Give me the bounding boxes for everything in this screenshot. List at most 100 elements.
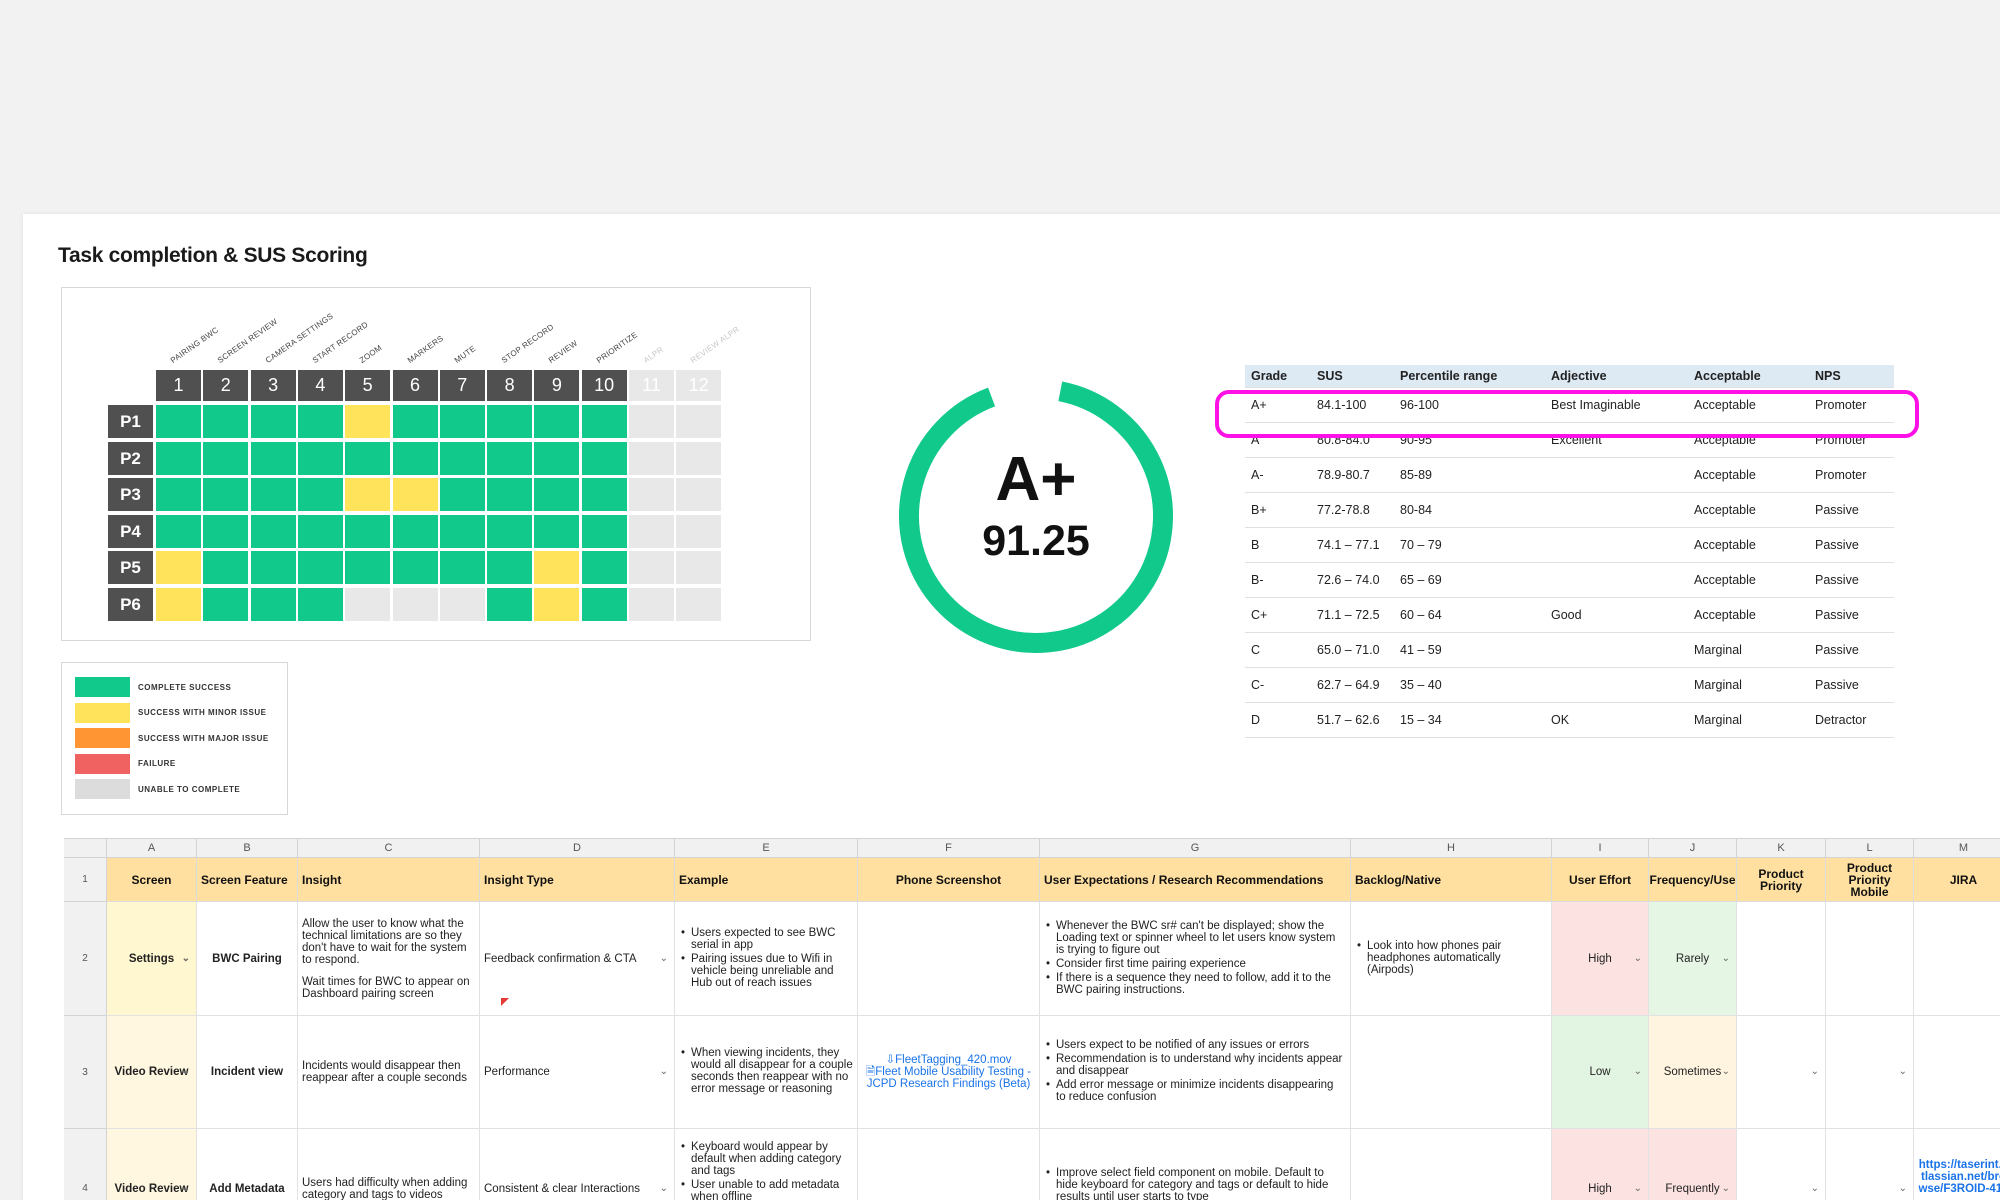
screen-cell[interactable]: Video Review ⌄ (107, 1016, 197, 1129)
participant-label: P2 (108, 441, 153, 475)
insight-cell[interactable]: Users had difficulty when adding categor… (298, 1129, 480, 1200)
chevron-down-icon[interactable]: ⌄ (181, 1066, 190, 1077)
header-cell[interactable]: Product Priority Mobile (1826, 858, 1914, 902)
user-effort-cell[interactable]: Low ⌄ (1552, 1016, 1649, 1129)
attachment-link[interactable]: ⇩FleetTagging_420.mov (885, 1054, 1012, 1066)
header-cell[interactable]: Frequency/Use (1649, 858, 1737, 902)
column-header-j[interactable]: J (1649, 838, 1737, 858)
row-number[interactable]: 3 (64, 1016, 107, 1129)
chevron-down-icon[interactable]: ⌄ (1633, 952, 1642, 964)
chevron-down-icon[interactable]: ⌄ (1898, 1182, 1907, 1194)
column-header-i[interactable]: I (1552, 838, 1649, 858)
frequency-cell[interactable]: Sometimes ⌄ (1649, 1016, 1737, 1129)
backlog-cell[interactable] (1351, 1016, 1552, 1129)
insight-cell[interactable]: Incidents would disappear then reappear … (298, 1016, 480, 1129)
phone-screenshot-cell[interactable]: ⇩FleetTagging_420.mov 🗎Fleet Mobile Usabi… (858, 1016, 1040, 1129)
chevron-down-icon[interactable]: ⌄ (659, 952, 668, 964)
jira-cell[interactable] (1914, 1016, 2000, 1129)
column-header-f[interactable]: F (858, 838, 1040, 858)
insight-type-cell[interactable]: Performance ⌄ (480, 1016, 675, 1129)
header-cell[interactable]: Insight Type (480, 858, 675, 902)
screen-feature-cell[interactable]: Incident view (197, 1016, 298, 1129)
chevron-down-icon[interactable]: ⌄ (659, 1066, 668, 1077)
column-header-c[interactable]: C (298, 838, 480, 858)
header-cell[interactable]: Screen (107, 858, 197, 902)
user-effort-cell[interactable]: High ⌄ (1552, 902, 1649, 1016)
frequency-cell[interactable]: Rarely ⌄ (1649, 902, 1737, 1016)
comment-indicator-icon[interactable] (501, 998, 509, 1006)
header-cell[interactable]: User Effort (1552, 858, 1649, 902)
jira-cell[interactable] (1914, 902, 2000, 1016)
header-cell[interactable]: Backlog/Native (1351, 858, 1552, 902)
column-header-d[interactable]: D (480, 838, 675, 858)
screen-feature-cell[interactable]: Add Metadata (197, 1129, 298, 1200)
product-priority-cell[interactable]: ⌄ (1737, 1016, 1826, 1129)
header-cell[interactable]: JIRA (1914, 858, 2000, 902)
insight-paragraph: Allow the user to know what the technica… (302, 917, 467, 966)
phone-screenshot-cell[interactable] (858, 902, 1040, 1016)
jira-cell[interactable]: https://taserint.atlassian.net/browse/F3… (1914, 1129, 2000, 1200)
insight-paragraph: Wait times for BWC to appear on Dashboar… (302, 975, 470, 1000)
chevron-down-icon[interactable]: ⌄ (1810, 1066, 1819, 1077)
sus-cell: Passive (1815, 538, 1859, 552)
column-header-b[interactable]: B (197, 838, 298, 858)
insight-cell[interactable]: Allow the user to know what the technica… (298, 902, 480, 1016)
row-number[interactable]: 4 (64, 1129, 107, 1200)
user-effort-cell[interactable]: High ⌄ (1552, 1129, 1649, 1200)
example-cell[interactable]: Keyboard would appear by default when ad… (675, 1129, 858, 1200)
recommendation-cell[interactable]: Users expect to be notified of any issue… (1040, 1016, 1351, 1129)
column-header-e[interactable]: E (675, 838, 858, 858)
product-priority-mobile-cell[interactable]: ⌄ (1826, 1129, 1914, 1200)
sus-cell: B (1251, 538, 1260, 552)
product-priority-cell[interactable]: ⌄ (1737, 1129, 1826, 1200)
recommendation-cell[interactable]: Whenever the BWC sr# can't be displayed;… (1040, 902, 1351, 1016)
example-cell[interactable]: When viewing incidents, they would all d… (675, 1016, 858, 1129)
frequency-cell[interactable]: Frequently ⌄ (1649, 1129, 1737, 1200)
chevron-down-icon[interactable]: ⌄ (1633, 1066, 1642, 1077)
screen-cell[interactable]: Settings ⌄ (107, 902, 197, 1016)
task-status-cell (297, 405, 343, 438)
chevron-down-icon[interactable]: ⌄ (1721, 1182, 1730, 1194)
header-cell[interactable]: User Expectations / Research Recommendat… (1040, 858, 1351, 902)
insight-type-cell[interactable]: Consistent & clear Interactions ⌄ (480, 1129, 675, 1200)
task-status-cell (676, 551, 722, 584)
chevron-down-icon[interactable]: ⌄ (1810, 1182, 1819, 1194)
product-priority-mobile-cell[interactable] (1826, 902, 1914, 1016)
column-header-k[interactable]: K (1737, 838, 1826, 858)
jira-link[interactable]: https://taserint.atlassian.net/browse/F3… (1918, 1159, 2000, 1195)
task-status-cell (250, 405, 296, 438)
phone-screenshot-cell[interactable] (858, 1129, 1040, 1200)
example-cell[interactable]: Users expected to see BWC serial in appP… (675, 902, 858, 1016)
header-cell[interactable]: Phone Screenshot (858, 858, 1040, 902)
chevron-down-icon[interactable]: ⌄ (181, 1182, 190, 1194)
chevron-down-icon[interactable]: ⌄ (1633, 1182, 1642, 1194)
header-cell[interactable]: Insight (298, 858, 480, 902)
insight-type-cell[interactable]: Feedback confirmation & CTA ⌄ (480, 902, 675, 1016)
row-number[interactable]: 2 (64, 902, 107, 1016)
sus-cell: 51.7 – 62.6 (1317, 713, 1380, 727)
column-header-h[interactable]: H (1351, 838, 1552, 858)
screen-cell[interactable]: Video Review ⌄ (107, 1129, 197, 1200)
product-priority-cell[interactable] (1737, 902, 1826, 1016)
recommendation-cell[interactable]: Improve select field component on mobile… (1040, 1129, 1351, 1200)
header-cell[interactable]: Product Priority (1737, 858, 1826, 902)
task-label: PAIRING BWC (168, 325, 221, 365)
column-header-g[interactable]: G (1040, 838, 1351, 858)
column-header-a[interactable]: A (107, 838, 197, 858)
chevron-down-icon[interactable]: ⌄ (659, 1182, 668, 1194)
header-cell[interactable]: Example (675, 858, 858, 902)
chevron-down-icon[interactable]: ⌄ (1898, 1066, 1907, 1077)
chevron-down-icon[interactable]: ⌄ (181, 952, 190, 964)
screen-feature-cell[interactable]: BWC Pairing (197, 902, 298, 1016)
chevron-down-icon[interactable]: ⌄ (1721, 952, 1730, 964)
product-priority-mobile-cell[interactable]: ⌄ (1826, 1016, 1914, 1129)
column-header-l[interactable]: L (1826, 838, 1914, 858)
task-status-cell (345, 551, 391, 584)
backlog-cell[interactable]: Look into how phones pair headphones aut… (1351, 902, 1552, 1016)
chevron-down-icon[interactable]: ⌄ (1721, 1066, 1730, 1077)
row-number[interactable]: 1 (64, 858, 107, 902)
column-header-m[interactable]: M (1914, 838, 2000, 858)
attachment-link[interactable]: 🗎Fleet Mobile Usability Testing - JCPD R… (866, 1066, 1031, 1090)
backlog-cell[interactable] (1351, 1129, 1552, 1200)
header-cell[interactable]: Screen Feature (197, 858, 298, 902)
